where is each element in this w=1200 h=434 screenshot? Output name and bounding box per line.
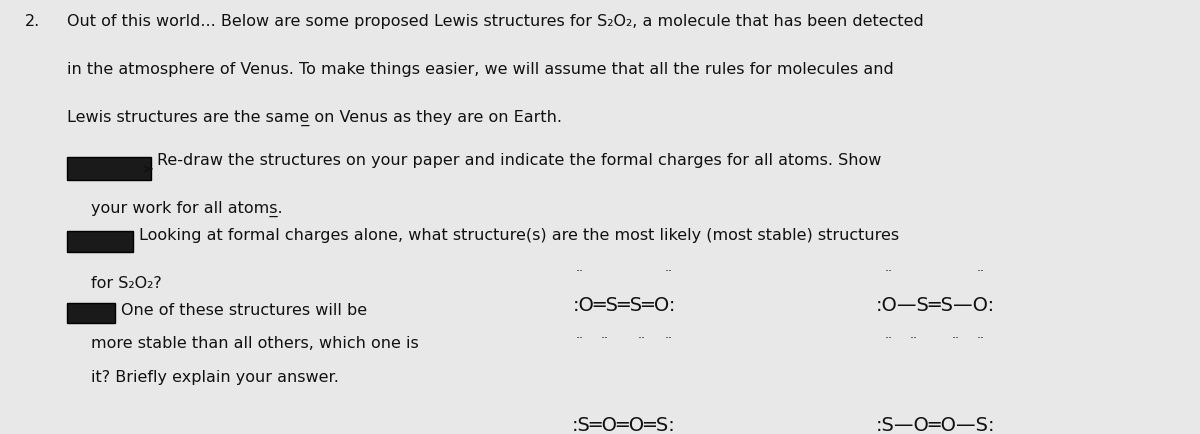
Text: ··: ·· (638, 331, 646, 344)
Text: ··: ·· (665, 265, 672, 278)
Text: :O—S═S—O:: :O—S═S—O: (876, 295, 995, 314)
FancyBboxPatch shape (67, 231, 133, 253)
Text: One of these structures will be: One of these structures will be (121, 302, 367, 317)
Text: ··: ·· (910, 331, 918, 344)
Text: ··: ·· (952, 331, 960, 344)
Text: it? Briefly explain your answer.: it? Briefly explain your answer. (91, 369, 340, 384)
Text: :O═S═S═O:: :O═S═S═O: (572, 295, 676, 314)
Text: ··: ·· (576, 265, 583, 278)
Text: Looking at formal charges alone, what structure(s) are the most likely (most sta: Looking at formal charges alone, what st… (139, 227, 899, 243)
Text: ··: ·· (884, 331, 893, 344)
Text: in the atmosphere of Venus. To make things easier, we will assume that all the r: in the atmosphere of Venus. To make thin… (67, 62, 894, 76)
Text: Re-draw the structures on your paper and indicate the formal charges for all ato: Re-draw the structures on your paper and… (157, 153, 882, 168)
Text: ··: ·· (601, 331, 608, 344)
Text: Lewis structures are the same̲ on Venus as they are on Earth.: Lewis structures are the same̲ on Venus … (67, 109, 563, 125)
Text: Out of this world... Below are some proposed Lewis structures for S₂O₂, a molecu: Out of this world... Below are some prop… (67, 14, 924, 29)
Text: 2.: 2. (25, 14, 41, 29)
Text: your work for all atoms̲.: your work for all atoms̲. (91, 201, 283, 217)
Text: :S—O═O—S:: :S—O═O—S: (876, 415, 995, 434)
FancyBboxPatch shape (67, 303, 115, 323)
Text: more stable than all others, which one is: more stable than all others, which one i… (91, 335, 419, 351)
Text: :S═O═O═S:: :S═O═O═S: (572, 415, 676, 434)
Text: ··: ·· (977, 265, 985, 278)
Text: ··: ·· (884, 265, 893, 278)
Text: ··: ·· (665, 331, 672, 344)
FancyBboxPatch shape (67, 158, 151, 181)
Text: for S₂O₂?: for S₂O₂? (91, 275, 162, 290)
Text: ··: ·· (977, 331, 985, 344)
Text: ··: ·· (576, 331, 583, 344)
